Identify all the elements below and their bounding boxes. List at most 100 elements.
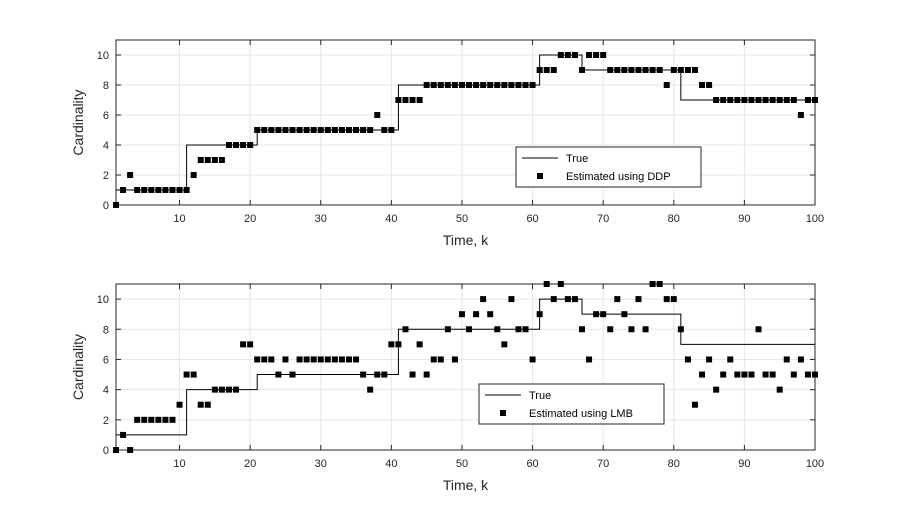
- estimate-marker: [649, 281, 656, 287]
- x-axis-label: Time, k: [443, 477, 489, 493]
- estimate-marker: [430, 82, 437, 88]
- estimate-marker: [642, 326, 649, 333]
- estimate-marker: [127, 447, 134, 453]
- legend-label: True: [529, 390, 551, 402]
- estimate-marker: [670, 296, 677, 303]
- estimate-marker: [296, 127, 303, 133]
- estimate-marker: [607, 326, 614, 333]
- x-tick-label: 10: [173, 213, 185, 225]
- estimate-marker: [543, 67, 550, 73]
- estimate-marker: [225, 142, 232, 148]
- estimate-marker: [317, 356, 324, 363]
- estimate-marker: [607, 67, 614, 73]
- estimate-marker: [543, 281, 550, 287]
- estimate-marker: [812, 97, 818, 103]
- estimate-marker: [571, 52, 578, 58]
- estimate-marker: [367, 386, 374, 393]
- y-tick-label: 0: [103, 445, 109, 457]
- estimate-marker: [621, 67, 628, 73]
- estimate-marker: [183, 187, 190, 193]
- estimate-marker: [204, 157, 211, 163]
- estimate-marker: [776, 386, 783, 393]
- estimate-marker: [691, 67, 698, 73]
- estimate-marker: [600, 52, 607, 58]
- estimate-marker: [487, 311, 494, 318]
- estimate-marker: [268, 356, 275, 363]
- chart-panel-1: 10 20 30 40 50 60 70 80 90 100 0 2 4 6 8 10 Time, k Cardi…: [70, 39, 824, 248]
- estimate-marker: [473, 311, 480, 318]
- estimate-marker: [783, 97, 790, 103]
- estimate-marker: [204, 401, 211, 408]
- y-tick-label: 6: [103, 110, 109, 122]
- estimate-marker: [762, 97, 769, 103]
- x-axis-label: Time, k: [443, 232, 489, 248]
- estimate-marker: [699, 82, 706, 88]
- estimate-marker: [282, 127, 289, 133]
- estimate-marker: [776, 97, 783, 103]
- estimate-marker: [134, 416, 141, 423]
- estimate-marker: [409, 371, 416, 378]
- estimate-marker: [169, 187, 176, 193]
- estimate-marker: [289, 371, 296, 378]
- estimate-marker: [790, 97, 797, 103]
- estimate-marker: [247, 142, 254, 148]
- estimate-marker: [797, 356, 804, 363]
- estimate-marker: [748, 371, 755, 378]
- estimate-marker: [515, 82, 522, 88]
- estimate-marker: [331, 127, 338, 133]
- estimate-marker: [261, 356, 268, 363]
- y-tick-label: 8: [103, 324, 109, 336]
- estimate-marker: [395, 97, 402, 103]
- estimate-marker: [423, 82, 430, 88]
- estimate-marker: [614, 67, 621, 73]
- estimate-marker: [586, 52, 593, 58]
- estimate-marker: [635, 67, 642, 73]
- estimate-marker: [254, 127, 261, 133]
- x-tick-label: 50: [456, 458, 468, 470]
- estimate-marker: [797, 112, 804, 118]
- estimate-marker: [338, 127, 345, 133]
- estimate-marker: [649, 67, 656, 73]
- estimate-marker: [480, 82, 487, 88]
- estimate-marker: [218, 157, 225, 163]
- estimate-marker: [642, 67, 649, 73]
- estimate-marker: [494, 326, 501, 333]
- estimate-marker: [720, 97, 727, 103]
- estimate-marker: [155, 187, 162, 193]
- estimate-marker: [155, 416, 162, 423]
- estimate-marker: [360, 127, 367, 133]
- estimate-marker: [374, 371, 381, 378]
- estimate-marker: [804, 97, 811, 103]
- y-axis-label: Cardinality: [70, 89, 86, 155]
- plot-area-border: [115, 283, 816, 451]
- estimate-marker: [120, 187, 127, 193]
- estimate-marker: [162, 416, 169, 423]
- estimate-marker: [529, 82, 536, 88]
- x-tick-label: 80: [668, 458, 680, 470]
- estimate-marker: [127, 172, 134, 178]
- estimate-marker: [579, 67, 585, 73]
- legend-label: Estimated using DDP: [566, 171, 671, 183]
- estimate-marker: [395, 341, 402, 348]
- estimate-marker: [755, 326, 762, 333]
- estimate-marker: [536, 311, 543, 318]
- estimate-marker: [190, 371, 197, 378]
- estimate-marker: [240, 142, 247, 148]
- estimate-marker: [508, 296, 515, 303]
- estimate-marker: [296, 356, 303, 363]
- estimate-marker: [769, 97, 776, 103]
- estimate-marker: [713, 97, 720, 103]
- estimate-marker: [699, 371, 706, 378]
- estimate-marker: [713, 386, 720, 393]
- estimate-marker: [374, 112, 381, 118]
- chart-panel-2: 10 20 30 40 50 60 70 80 90 100 0 2 4 6 8 10 Time, k Cardi…: [70, 281, 824, 493]
- estimate-marker: [134, 187, 141, 193]
- estimate-marker: [444, 82, 451, 88]
- x-tick-label: 40: [385, 213, 397, 225]
- estimate-marker: [755, 97, 762, 103]
- estimate-marker: [416, 341, 423, 348]
- x-tick-label: 40: [385, 458, 397, 470]
- estimate-marker: [487, 82, 494, 88]
- estimate-marker: [176, 401, 183, 408]
- estimate-marker: [183, 371, 190, 378]
